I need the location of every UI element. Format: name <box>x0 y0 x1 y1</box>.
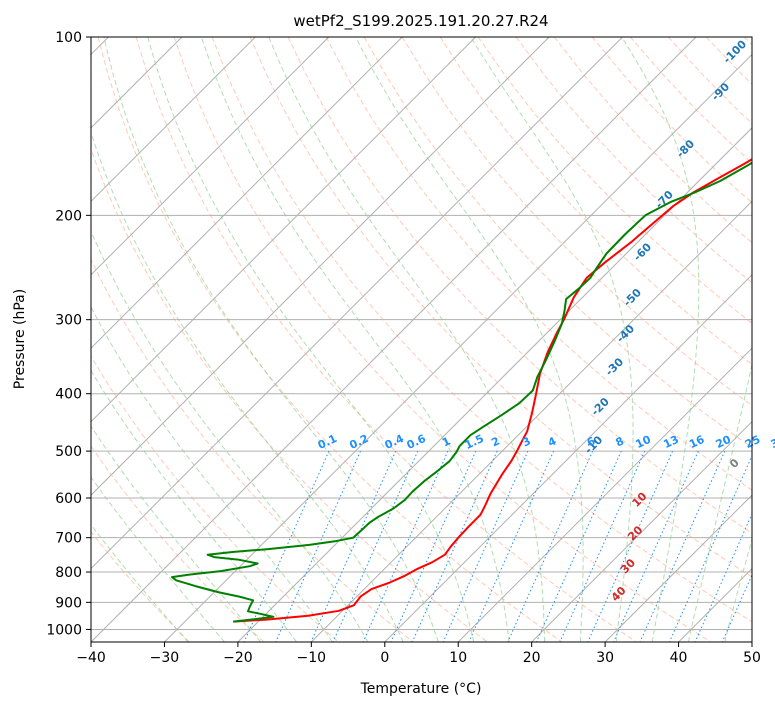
dry-adiabat-line <box>477 37 752 324</box>
y-tick-label: 200 <box>55 208 82 224</box>
moist-adiabat-line <box>687 362 752 642</box>
mixing-ratio-line <box>639 450 726 642</box>
moist-adiabat-line <box>91 130 404 642</box>
mixing-ratio-line <box>559 450 646 642</box>
mixing-ratio-line <box>442 450 529 642</box>
moist-adiabat-line <box>621 37 700 642</box>
mixing-ratio-line <box>332 450 419 642</box>
isotherm-line <box>164 53 752 642</box>
x-tick-label: −40 <box>76 650 106 666</box>
isotherm-line <box>91 37 697 642</box>
x-axis-label: Temperature (°C) <box>360 681 482 697</box>
isotherm-line <box>91 37 330 276</box>
moist-adiabat-line <box>91 230 369 642</box>
mixing-ratio-line <box>507 450 594 642</box>
moist-adiabat-line <box>470 37 634 642</box>
dry-adiabat-line <box>91 147 488 642</box>
y-tick-label: 600 <box>55 491 82 507</box>
moist-adiabat-line <box>91 425 262 642</box>
mixing-ratio-line <box>613 450 699 642</box>
x-tick-label: 10 <box>449 650 467 666</box>
y-tick-label: 100 <box>55 30 82 46</box>
y-tick-label: 300 <box>55 313 82 329</box>
dry-adiabat-line <box>515 37 752 284</box>
mixing-ratio-label: 25 <box>743 433 762 451</box>
plot-frame <box>90 36 753 643</box>
isotherm-line <box>457 347 752 642</box>
dry-adiabat-line <box>363 37 752 449</box>
isotherm-line <box>91 37 550 496</box>
isotherm-line <box>604 494 752 642</box>
isotherm-line <box>91 37 256 203</box>
dry-adiabat-line <box>91 258 414 642</box>
grid-layer <box>91 37 752 642</box>
mixing-ratio-label: 20 <box>714 433 734 451</box>
y-tick-label: 800 <box>55 565 82 581</box>
mixing-ratio-label: 16 <box>687 433 707 451</box>
isotherm-line <box>91 37 477 423</box>
y-tick-label: 700 <box>55 531 82 547</box>
moist-adiabat-line <box>200 37 510 642</box>
y-tick-label: 1000 <box>46 622 82 638</box>
moist-adiabat-line <box>355 37 584 642</box>
mixing-ratio-label: 13 <box>661 433 680 451</box>
mixing-ratio-line <box>411 450 498 642</box>
x-tick-label: −20 <box>223 650 253 666</box>
isotherm-line <box>91 37 403 349</box>
mixing-ratio-line <box>275 450 361 642</box>
x-tick-label: −30 <box>150 650 180 666</box>
mixing-ratio-line <box>587 450 674 642</box>
dry-adiabat-line <box>439 37 752 365</box>
mixing-ratio-line <box>243 450 330 642</box>
mixing-ratio-line <box>668 454 752 642</box>
mixing-ratio-line <box>694 512 752 642</box>
y-tick-label: 400 <box>55 387 82 403</box>
dry-adiabat-line <box>401 37 752 407</box>
mixing-ratio-line <box>310 450 397 642</box>
x-tick-label: 30 <box>596 650 614 666</box>
dewpoint-profile-line <box>171 161 752 623</box>
moist-adiabat-line <box>724 537 752 642</box>
mixing-ratio-line <box>535 450 622 642</box>
mixing-ratio-line <box>390 450 477 642</box>
x-tick-label: 40 <box>670 650 688 666</box>
mixing-ratio-line <box>468 450 555 642</box>
dry-adiabat-line <box>211 37 752 623</box>
y-tick-label: 900 <box>55 595 82 611</box>
dry-adiabat-line <box>91 445 265 642</box>
moist-adiabat-line <box>91 306 333 642</box>
chart-title: wetPf2_S199.2025.191.20.27.R24 <box>293 12 548 31</box>
x-tick-label: 50 <box>743 650 761 666</box>
mixing-ratio-label: 10 <box>634 433 654 451</box>
dry-adiabat-line <box>173 37 712 642</box>
moist-adiabat-line <box>268 37 546 642</box>
moist-adiabat-line <box>147 37 475 642</box>
dry-adiabat-line <box>249 37 752 578</box>
plot-background <box>91 37 752 642</box>
x-tick-label: −10 <box>297 650 327 666</box>
dry-adiabat-line <box>135 37 637 642</box>
x-tick-label: 20 <box>523 650 541 666</box>
dry-adiabat-line <box>91 355 339 642</box>
mixing-ratio-label: 30 <box>769 433 775 451</box>
moist-adiabat-line <box>103 37 439 642</box>
dry-adiabat-line <box>97 37 563 642</box>
axis-layer: −40 −30 −20 −10 0 10 20 30 40 50 100 200 300 400 500 60… <box>46 30 761 666</box>
isotherm-line <box>384 274 752 642</box>
y-axis-label: Pressure (hPa) <box>12 289 28 389</box>
isotherm-line <box>91 37 623 570</box>
isotherm-line <box>531 420 752 642</box>
dry-adiabat-line <box>91 531 190 642</box>
mixing-ratio-line <box>362 450 449 642</box>
x-tick-label: 0 <box>380 650 389 666</box>
y-tick-label: 500 <box>55 444 82 460</box>
